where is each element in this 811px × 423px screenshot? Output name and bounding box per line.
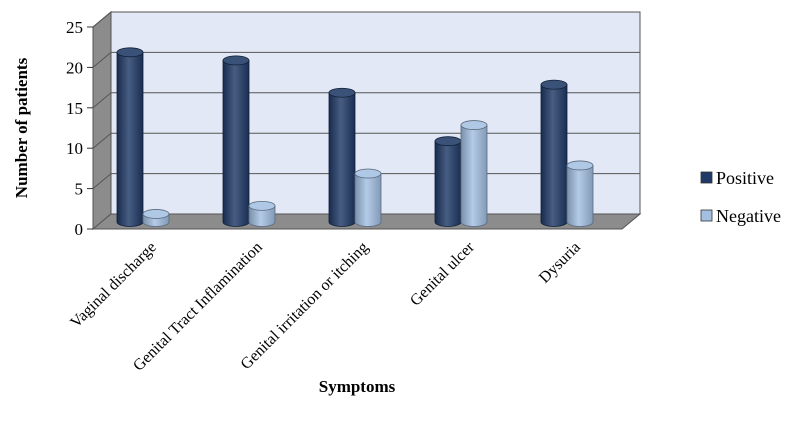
legend-label-positive: Positive <box>716 168 774 188</box>
bar-positive <box>116 47 144 227</box>
x-tick-label: Dysuria <box>536 239 584 287</box>
bar-negative <box>460 120 488 227</box>
bar-positive <box>328 87 356 227</box>
bar-positive <box>540 79 568 227</box>
bar-positive <box>434 136 462 227</box>
x-tick-label: Vaginal discharge <box>67 239 160 332</box>
bar-negative <box>354 168 382 227</box>
x-tick-label: Genital ulcer <box>407 238 478 309</box>
gridline-side <box>92 132 112 149</box>
y-tick-label: 25 <box>66 18 83 37</box>
legend-label-negative: Negative <box>716 206 781 226</box>
x-axis-title: Symptoms <box>319 377 396 396</box>
legend-swatch-negative <box>700 209 713 222</box>
y-tick-label: 5 <box>75 180 84 199</box>
bar-negative <box>566 160 594 227</box>
bar-negative <box>248 200 276 227</box>
y-axis-ticks: 0 5 10 15 20 25 <box>66 18 93 239</box>
x-tick-label: Genital irritation or itching <box>238 239 372 373</box>
gridline-side <box>92 52 112 68</box>
gridline-side <box>92 173 112 189</box>
y-tick-label: 15 <box>66 99 83 118</box>
legend: Positive Negative <box>700 168 781 226</box>
y-tick-label: 0 <box>75 220 84 239</box>
y-tick-label: 20 <box>66 58 83 77</box>
side-wall <box>92 10 112 231</box>
bar-negative <box>142 209 170 227</box>
y-axis-title: Number of patients <box>12 57 31 198</box>
bar-positive <box>222 55 250 227</box>
y-tick-label: 10 <box>66 139 83 158</box>
bars <box>116 47 594 227</box>
gridline-side <box>92 11 112 28</box>
legend-swatch-positive <box>700 171 713 184</box>
gridline-side <box>92 92 112 109</box>
